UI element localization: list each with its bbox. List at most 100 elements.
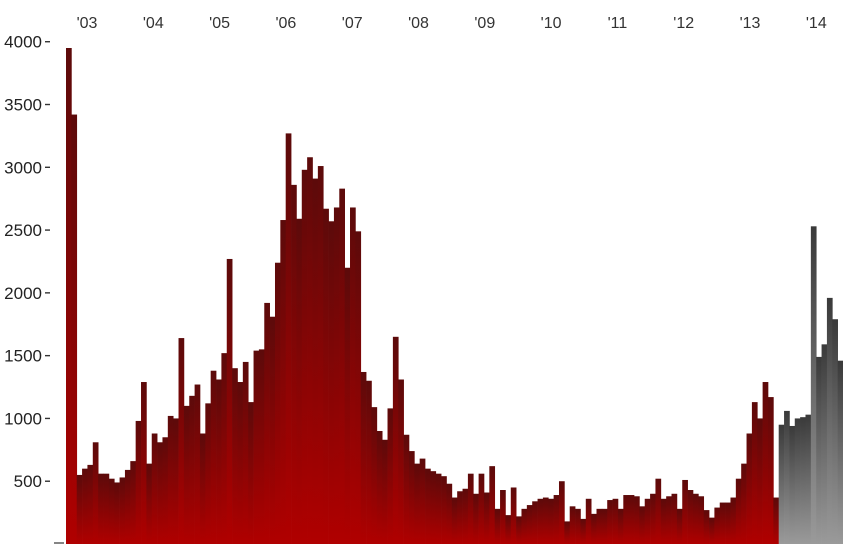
bar-139: [810, 226, 817, 544]
bar-85: [521, 508, 528, 544]
bar-100: [601, 508, 608, 544]
y-tick-label: 4000: [4, 33, 42, 52]
bar-94: [569, 506, 576, 544]
bar-88: [537, 498, 544, 544]
bar-103: [617, 508, 624, 544]
bar-73: [457, 491, 463, 544]
bar-58: [376, 430, 383, 544]
x-tick-label: '06: [275, 15, 296, 32]
bar-141: [821, 344, 828, 544]
bar-106: [634, 496, 640, 544]
bar-18: [162, 437, 169, 544]
bar-136: [794, 418, 801, 544]
bar-23: [189, 395, 195, 544]
bar-81: [500, 490, 506, 544]
bar-8: [108, 478, 115, 544]
bar-83: [510, 487, 517, 544]
bar-105: [628, 495, 635, 544]
bar-0: [66, 48, 72, 544]
bar-121: [714, 507, 721, 544]
bar-66: [419, 458, 426, 544]
x-tick-label: '13: [740, 15, 761, 32]
bar-44: [301, 169, 308, 544]
bar-116: [687, 490, 694, 544]
bar-92: [558, 481, 565, 544]
bar-7: [103, 473, 110, 544]
bar-120: [709, 517, 715, 544]
bar-39: [274, 262, 281, 544]
bar-134: [784, 410, 790, 544]
bar-107: [639, 506, 646, 544]
bar-6: [98, 473, 104, 544]
bar-101: [607, 500, 613, 544]
y-tick-label: 1500: [4, 347, 42, 366]
bar-49: [328, 221, 335, 544]
bar-97: [585, 498, 592, 544]
bar-28: [216, 379, 222, 544]
x-axis: '03 '04 '05 '06 '07 '08 '09 '10 '11 '12 '13 '14: [77, 15, 827, 32]
bar-133: [778, 424, 785, 544]
bar-118: [698, 496, 705, 544]
x-tick-label: '08: [408, 15, 429, 32]
bar-113: [671, 493, 678, 544]
bar-75: [467, 473, 474, 544]
bar-110: [655, 478, 662, 544]
x-tick-label: '07: [342, 15, 363, 32]
bar-144: [837, 360, 843, 544]
bar-91: [553, 495, 560, 544]
bar-60: [387, 408, 394, 544]
bar-128: [751, 402, 758, 544]
bar-17: [157, 442, 163, 544]
bar-5: [92, 442, 99, 544]
y-tick-label: 3000: [4, 158, 42, 177]
bar-74: [462, 488, 469, 544]
bar-25: [199, 433, 206, 544]
bar-71: [446, 483, 453, 544]
bar-21: [178, 338, 185, 544]
bar-64: [408, 451, 415, 544]
bar-30: [226, 258, 233, 544]
bar-32: [237, 382, 244, 544]
bar-22: [183, 405, 190, 544]
bar-68: [430, 471, 437, 544]
bar-142: [826, 297, 833, 544]
bar-62: [398, 379, 404, 544]
bar-69: [435, 473, 442, 544]
bar-57: [371, 407, 378, 544]
bar-111: [660, 498, 667, 544]
y-axis: 4000 3500 3000 2500 2000 1500 1000 500: [4, 33, 64, 544]
bar-70: [441, 476, 447, 544]
y-tick-label: 500: [14, 472, 42, 491]
recent-bars: [778, 226, 843, 544]
bar-98: [591, 513, 597, 544]
bar-82: [505, 515, 512, 544]
x-tick-label: '04: [143, 15, 164, 32]
bar-114: [676, 508, 683, 544]
x-tick-label: '05: [209, 15, 230, 32]
bar-138: [805, 414, 812, 544]
bar-77: [478, 473, 485, 544]
bar-127: [746, 433, 753, 544]
historical-bars: [66, 48, 780, 544]
bar-50: [333, 207, 340, 544]
bar-131: [767, 397, 774, 544]
bar-51: [339, 188, 345, 544]
bar-80: [494, 508, 501, 544]
y-tick-label: 1000: [4, 409, 42, 428]
bar-12: [130, 461, 137, 544]
bar-46: [312, 178, 319, 544]
x-tick-label: '14: [806, 15, 827, 32]
bar-93: [564, 521, 571, 544]
bar-41: [285, 133, 292, 544]
bar-72: [451, 497, 458, 544]
bar-123: [725, 502, 731, 544]
bar-52: [344, 267, 351, 544]
bar-42: [291, 184, 297, 544]
bar-61: [392, 336, 399, 544]
bar-143: [832, 319, 838, 544]
bar-9: [114, 482, 120, 544]
bar-45: [307, 157, 313, 544]
bar-40: [280, 220, 287, 544]
bar-11: [124, 469, 131, 544]
bar-90: [548, 498, 554, 544]
